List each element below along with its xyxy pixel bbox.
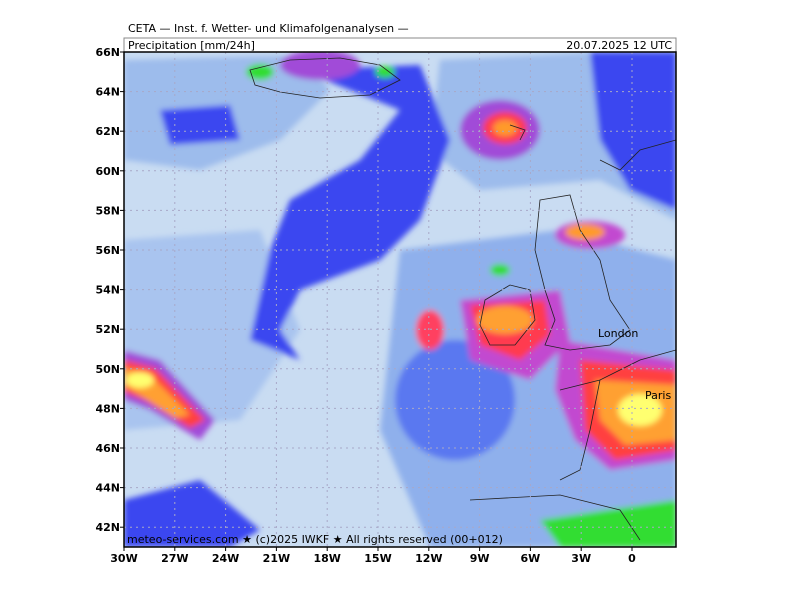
map-field: [124, 52, 676, 547]
lat-label: 48N: [95, 402, 120, 415]
place-label: Paris: [645, 389, 671, 402]
lat-label: 62N: [95, 125, 120, 138]
field-label: Precipitation [mm/24h]: [128, 39, 255, 52]
lat-label: 60N: [95, 165, 120, 178]
map-frame: [123, 51, 677, 548]
lon-label: 0: [628, 552, 636, 565]
lon-label: 9W: [470, 552, 490, 565]
lon-label: 3W: [571, 552, 591, 565]
footer: meteo-services.com ★ (c)2025 IWKF ★ All …: [127, 533, 503, 546]
lon-label: 12W: [415, 552, 442, 565]
lat-label: 66N: [95, 46, 120, 59]
lat-label: 56N: [95, 244, 120, 257]
lat-label: 58N: [95, 204, 120, 217]
lat-label: 46N: [95, 442, 120, 455]
datetime: 20.07.2025 12 UTC: [566, 39, 672, 52]
lat-label: 42N: [95, 521, 120, 534]
lat-label: 54N: [95, 284, 120, 297]
lon-label: 15W: [364, 552, 391, 565]
lon-label: 18W: [313, 552, 340, 565]
lat-label: 52N: [95, 323, 120, 336]
lat-label: 50N: [95, 363, 120, 376]
lon-label: 30W: [110, 552, 137, 565]
lon-label: 24W: [212, 552, 239, 565]
lon-label: 27W: [161, 552, 188, 565]
header-title: CETA — Inst. f. Wetter- und Klimafolgena…: [128, 22, 409, 35]
lat-label: 44N: [95, 482, 120, 495]
lon-label: 6W: [521, 552, 541, 565]
lon-label: 21W: [263, 552, 290, 565]
lat-label: 64N: [95, 86, 120, 99]
place-label: London: [598, 327, 638, 340]
